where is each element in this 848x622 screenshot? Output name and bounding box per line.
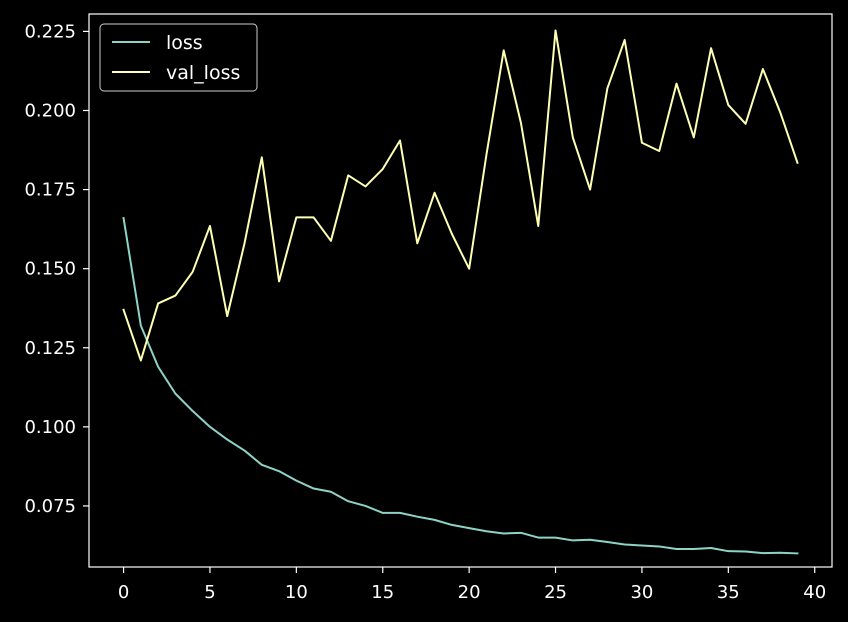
- series-line-val_loss: [122, 29, 799, 362]
- y-tick-label: 0.200: [24, 100, 76, 121]
- y-tick-label: 0.225: [24, 21, 76, 42]
- x-tick-label: 25: [544, 582, 567, 603]
- y-tick-label: 0.175: [24, 180, 76, 201]
- x-tick-label: 0: [118, 582, 129, 603]
- y-axis-ticks: 0.075 0.100 0.125 0.150 0.175 0.200 0.225: [24, 21, 89, 517]
- series-layer: [122, 29, 799, 555]
- legend-label-val_loss: val_loss: [166, 62, 240, 84]
- legend-label-loss: loss: [166, 32, 203, 54]
- y-tick-label: 0.125: [24, 338, 76, 359]
- x-tick-label: 20: [458, 582, 481, 603]
- y-tick-label: 0.100: [24, 417, 76, 438]
- series-line-loss: [122, 216, 799, 555]
- x-axis-ticks: 0 5 10 15 20 25 30 35 40: [118, 567, 826, 603]
- x-tick-label: 35: [717, 582, 740, 603]
- x-tick-label: 30: [630, 582, 653, 603]
- x-tick-label: 15: [371, 582, 394, 603]
- axes-frame: [88, 13, 833, 568]
- x-tick-label: 10: [285, 582, 308, 603]
- x-tick-label: 5: [204, 582, 215, 603]
- x-tick-label: 40: [803, 582, 826, 603]
- legend-box: [99, 23, 258, 92]
- y-tick-label: 0.075: [24, 496, 76, 517]
- y-tick-label: 0.150: [24, 259, 76, 280]
- legend: loss val_loss: [99, 23, 258, 92]
